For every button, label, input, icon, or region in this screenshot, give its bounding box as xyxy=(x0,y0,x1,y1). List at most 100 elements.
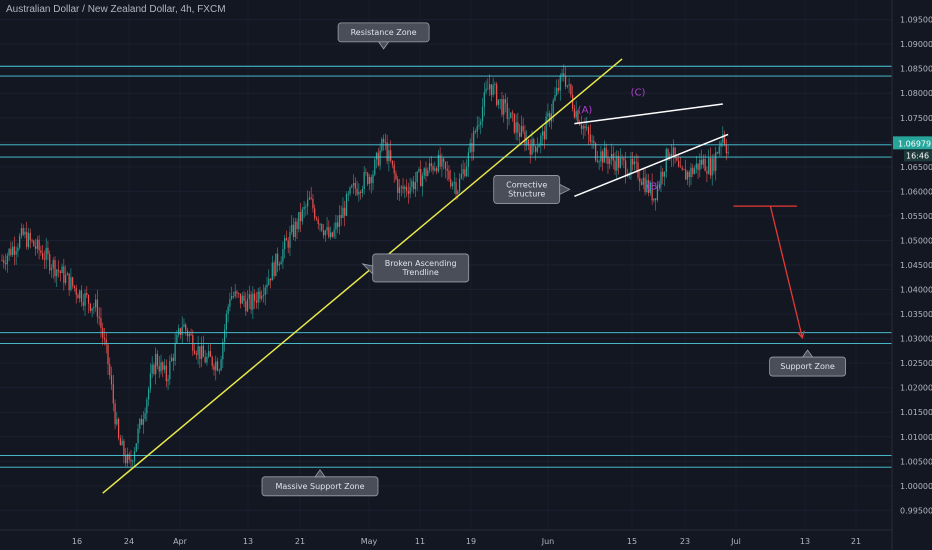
candle-body xyxy=(678,160,680,167)
candle-body xyxy=(77,294,79,299)
candle-body xyxy=(271,262,273,281)
candle-body xyxy=(692,167,694,174)
candle-body xyxy=(329,232,332,238)
candle-body xyxy=(269,278,272,281)
candle-body xyxy=(572,94,574,109)
candle-body xyxy=(556,87,558,95)
candle-body xyxy=(324,230,326,236)
callout: Massive Support Zone xyxy=(261,469,379,497)
candle-body xyxy=(626,175,629,177)
candle-body xyxy=(423,168,425,176)
candle-body xyxy=(407,191,409,194)
candle-body xyxy=(619,158,621,168)
candle-body xyxy=(524,131,526,146)
candle-body xyxy=(321,223,323,231)
candle-body xyxy=(621,158,623,159)
candle-body xyxy=(225,313,227,330)
candle-body xyxy=(254,293,256,301)
candle-body xyxy=(681,167,683,170)
candle-body xyxy=(510,112,512,119)
candle-body xyxy=(647,180,650,193)
candle-body xyxy=(186,330,189,337)
candle-body xyxy=(458,178,461,192)
candle-body xyxy=(75,287,77,295)
candle-body xyxy=(679,166,682,168)
candle-body xyxy=(504,99,507,104)
candle-body xyxy=(630,158,632,174)
candle-body xyxy=(400,186,402,188)
candle-body xyxy=(266,284,268,288)
callout-text: Support Zone xyxy=(780,362,835,371)
candle-body xyxy=(160,362,162,372)
candle-body xyxy=(229,299,231,307)
candle-body xyxy=(441,158,443,167)
candle-body xyxy=(308,197,311,200)
candle-body xyxy=(670,154,673,157)
candle-body xyxy=(640,182,643,185)
candle-body xyxy=(38,239,40,251)
candle-body xyxy=(15,251,17,255)
candle-body xyxy=(716,152,719,154)
callout-text: Massive Support Zone xyxy=(275,482,364,491)
candle-body xyxy=(398,187,401,193)
candle-body xyxy=(188,333,190,337)
candle-body xyxy=(338,215,341,227)
candle-body xyxy=(34,246,37,249)
candle-body xyxy=(209,351,212,357)
candle-body xyxy=(305,206,307,208)
candle-body xyxy=(45,247,47,260)
candle-body xyxy=(33,240,35,247)
candle-body xyxy=(227,306,229,314)
candle-body xyxy=(536,147,538,152)
candle-body xyxy=(337,222,339,227)
y-tick-label: 1.02000 xyxy=(900,384,932,393)
candle-body xyxy=(610,154,613,159)
candle-body xyxy=(390,150,392,161)
candle-body xyxy=(616,156,618,171)
price-axis[interactable]: 1.095001.090001.085001.080001.075001.070… xyxy=(891,0,932,550)
candle-body xyxy=(216,361,219,371)
candle-body xyxy=(340,215,342,218)
candle-body xyxy=(547,113,549,117)
x-tick-label: 24 xyxy=(124,537,134,546)
candle-body xyxy=(561,73,563,76)
candle-body xyxy=(250,294,252,310)
candle-body xyxy=(11,246,14,256)
candle-body xyxy=(374,159,376,175)
candle-body xyxy=(506,103,508,119)
candle-body xyxy=(596,160,598,162)
candle-body xyxy=(26,231,28,248)
x-tick-label: 13 xyxy=(243,537,253,546)
candle-body xyxy=(24,231,26,235)
candle-body xyxy=(644,177,646,193)
candle-body xyxy=(587,127,590,135)
candle-body xyxy=(713,158,715,171)
candle-body xyxy=(469,143,471,153)
y-tick-label: 1.02500 xyxy=(900,359,932,368)
candle-body xyxy=(609,158,611,164)
candle-body xyxy=(564,76,567,87)
candle-body xyxy=(391,160,394,165)
candle-body xyxy=(700,159,703,165)
candle-body xyxy=(541,131,544,136)
candle-body xyxy=(386,142,388,162)
candle-body xyxy=(723,134,726,145)
candle-body xyxy=(437,154,439,172)
candle-body xyxy=(126,454,129,464)
candle-body xyxy=(84,293,86,306)
x-tick-label: 23 xyxy=(680,537,690,546)
candle-body xyxy=(488,84,491,89)
candle-body xyxy=(285,238,288,241)
time-axis[interactable]: 16 24 Apr 13 21 May 11 19 Jun 15 23 Jul 13 21 xyxy=(0,529,892,546)
candle-body xyxy=(135,443,137,452)
candle-body xyxy=(148,388,150,400)
candle-body xyxy=(603,147,606,163)
candle-body xyxy=(121,440,123,446)
candle-body xyxy=(268,278,270,285)
candle-body xyxy=(702,158,704,165)
candle-body xyxy=(287,240,289,248)
candle-body xyxy=(722,134,724,143)
y-tick-label: 1.07500 xyxy=(900,114,932,123)
